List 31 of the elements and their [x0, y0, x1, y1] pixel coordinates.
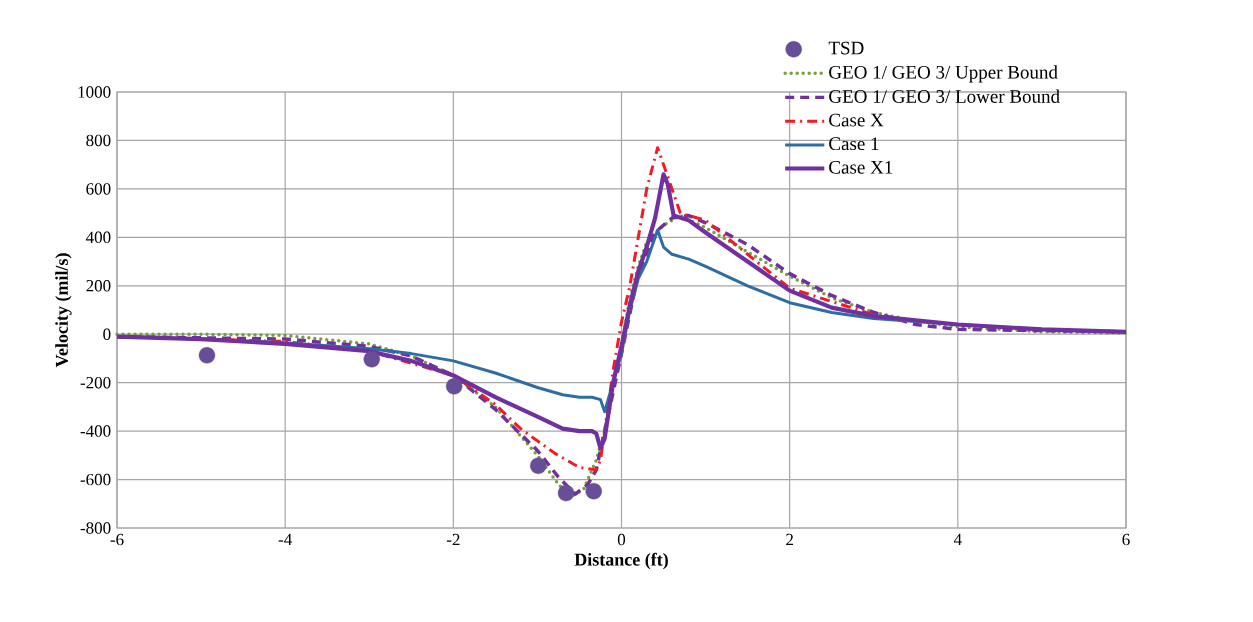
x-tick-label: -4 [278, 533, 292, 546]
x-tick-label: 0 [617, 533, 626, 546]
x-tick-label: 6 [1122, 533, 1130, 546]
point [585, 482, 602, 500]
x-tick-label: 4 [953, 533, 962, 546]
y-tick-label: -800 [80, 522, 111, 534]
legend-label: GEO 1/ GEO 3/ Lower Bound [829, 89, 1060, 103]
y-axis-title: Velocity (mil/s) [55, 253, 72, 368]
x-tick-label: -2 [446, 533, 460, 546]
legend-label: TSD [828, 41, 864, 55]
point [557, 484, 575, 502]
y-tick-label: -600 [80, 473, 111, 486]
point [198, 347, 216, 364]
point [530, 457, 547, 474]
y-tick-label: 600 [86, 183, 111, 195]
legend-label: Case X1 [829, 160, 893, 174]
x-tick-label: 2 [786, 533, 793, 546]
y-tick-label: -200 [80, 376, 111, 389]
y-tick-label: 200 [86, 280, 111, 292]
y-tick-label: 1000 [78, 86, 111, 98]
x-tick-label: -6 [110, 533, 124, 546]
x-axis-title: Distance (ft) [574, 552, 668, 570]
legend-label: Case X [829, 113, 884, 127]
y-tick-label: 800 [86, 134, 111, 147]
legend-label: Case 1 [829, 137, 879, 151]
legend-label: GEO 1/ GEO 3/ Upper Bound [829, 65, 1058, 83]
point [445, 378, 463, 395]
y-tick-label: -400 [80, 425, 111, 437]
point [363, 350, 380, 368]
y-tick-label: 400 [85, 231, 111, 244]
y-tick-label: 0 [103, 328, 111, 340]
